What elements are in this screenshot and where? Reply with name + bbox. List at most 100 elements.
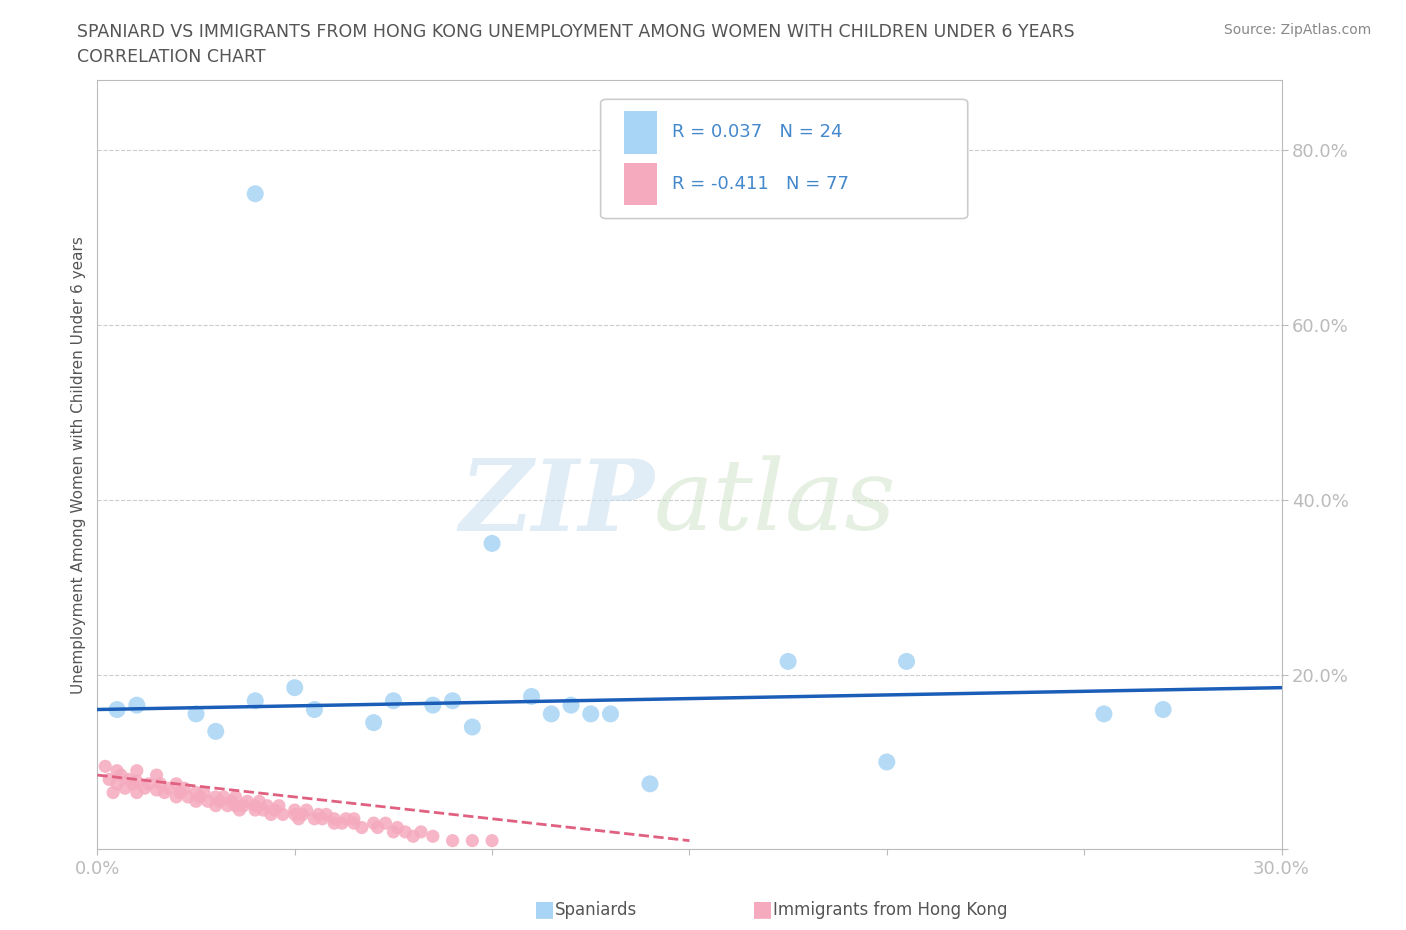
Point bbox=[232, 798, 254, 813]
Point bbox=[225, 790, 247, 804]
Point bbox=[304, 811, 326, 826]
Point bbox=[169, 785, 191, 800]
Point bbox=[217, 798, 239, 813]
Point bbox=[145, 782, 167, 797]
Point bbox=[481, 536, 503, 551]
Point bbox=[173, 781, 195, 796]
Point bbox=[367, 820, 389, 835]
Point bbox=[105, 777, 128, 791]
Text: atlas: atlas bbox=[654, 456, 897, 551]
Point bbox=[382, 825, 405, 840]
Point bbox=[295, 803, 318, 817]
Point bbox=[204, 798, 226, 813]
Point bbox=[461, 720, 484, 735]
Point bbox=[363, 816, 385, 830]
Point bbox=[193, 785, 215, 800]
Point bbox=[350, 820, 373, 835]
Point bbox=[105, 764, 128, 778]
Text: Immigrants from Hong Kong: Immigrants from Hong Kong bbox=[773, 900, 1008, 919]
Point bbox=[1152, 702, 1174, 717]
Point bbox=[304, 702, 326, 717]
FancyBboxPatch shape bbox=[624, 112, 658, 153]
Point bbox=[560, 698, 582, 712]
Point bbox=[287, 811, 309, 826]
Point bbox=[394, 825, 416, 840]
Point bbox=[245, 186, 267, 201]
Point bbox=[264, 803, 287, 817]
Point bbox=[157, 781, 180, 796]
Point bbox=[236, 794, 259, 809]
Text: R = -0.411   N = 77: R = -0.411 N = 77 bbox=[672, 175, 849, 193]
Point bbox=[245, 798, 267, 813]
Point bbox=[101, 785, 124, 800]
Point bbox=[520, 689, 543, 704]
Point bbox=[271, 807, 294, 822]
Point bbox=[153, 785, 176, 800]
Point bbox=[461, 833, 484, 848]
Point bbox=[260, 807, 283, 822]
Point bbox=[212, 790, 235, 804]
Point bbox=[165, 790, 187, 804]
Point bbox=[422, 698, 444, 712]
Point bbox=[330, 816, 353, 830]
Point bbox=[245, 694, 267, 709]
Text: Spaniards: Spaniards bbox=[555, 900, 637, 919]
Text: ■: ■ bbox=[534, 899, 555, 920]
Point bbox=[599, 707, 621, 722]
Point bbox=[221, 794, 243, 809]
Point bbox=[138, 777, 160, 791]
Point bbox=[1092, 707, 1115, 722]
Point bbox=[165, 777, 187, 791]
Point bbox=[387, 820, 409, 835]
Point bbox=[252, 803, 274, 817]
Point bbox=[208, 794, 231, 809]
Point bbox=[125, 764, 148, 778]
FancyBboxPatch shape bbox=[600, 100, 967, 219]
Point bbox=[105, 702, 128, 717]
Point bbox=[184, 794, 207, 809]
Point bbox=[267, 798, 290, 813]
Y-axis label: Unemployment Among Women with Children Under 6 years: Unemployment Among Women with Children U… bbox=[72, 236, 86, 694]
Point bbox=[184, 707, 207, 722]
Point bbox=[247, 794, 270, 809]
Point bbox=[149, 777, 172, 791]
Point bbox=[284, 680, 307, 695]
Point bbox=[441, 694, 464, 709]
Point bbox=[335, 811, 357, 826]
Point bbox=[284, 807, 307, 822]
Point bbox=[323, 816, 346, 830]
Point bbox=[291, 807, 314, 822]
Point bbox=[481, 833, 503, 848]
Point bbox=[374, 816, 396, 830]
Point bbox=[98, 772, 121, 787]
Point bbox=[125, 785, 148, 800]
Point bbox=[315, 807, 337, 822]
Point bbox=[188, 790, 211, 804]
Text: SPANIARD VS IMMIGRANTS FROM HONG KONG UNEMPLOYMENT AMONG WOMEN WITH CHILDREN UND: SPANIARD VS IMMIGRANTS FROM HONG KONG UN… bbox=[77, 23, 1076, 41]
Point bbox=[204, 724, 226, 738]
Point bbox=[323, 811, 346, 826]
Point bbox=[307, 807, 329, 822]
Point bbox=[177, 790, 200, 804]
Point bbox=[225, 798, 247, 813]
Point bbox=[402, 829, 425, 844]
Text: CORRELATION CHART: CORRELATION CHART bbox=[77, 48, 266, 66]
Point bbox=[311, 811, 333, 826]
Point bbox=[363, 715, 385, 730]
Point bbox=[125, 774, 148, 789]
Text: ZIP: ZIP bbox=[458, 455, 654, 551]
Point bbox=[245, 803, 267, 817]
Point bbox=[110, 767, 132, 782]
Point bbox=[125, 698, 148, 712]
Point bbox=[228, 803, 250, 817]
Point bbox=[184, 785, 207, 800]
Point bbox=[94, 759, 117, 774]
Point bbox=[422, 829, 444, 844]
Point bbox=[343, 811, 366, 826]
Text: R = 0.037   N = 24: R = 0.037 N = 24 bbox=[672, 124, 842, 141]
Point bbox=[114, 781, 136, 796]
Point bbox=[382, 694, 405, 709]
Point bbox=[134, 781, 156, 796]
Text: ■: ■ bbox=[752, 899, 773, 920]
Point bbox=[778, 654, 800, 669]
